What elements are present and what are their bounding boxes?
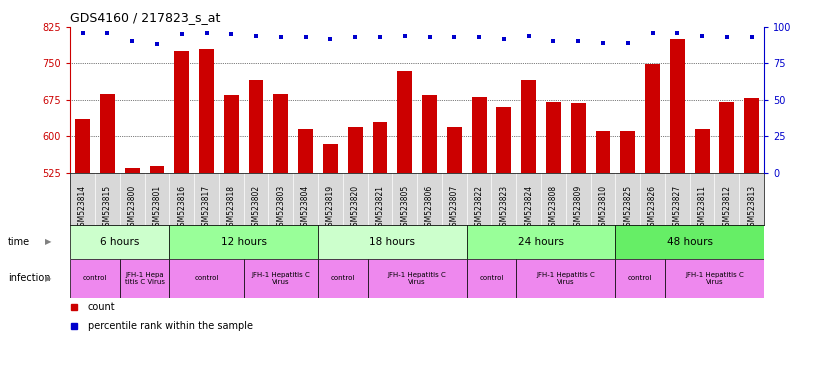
- Bar: [719, 102, 734, 173]
- Bar: [397, 71, 412, 173]
- Bar: [224, 95, 239, 173]
- Bar: [521, 80, 536, 173]
- Text: control: control: [479, 275, 504, 281]
- Bar: [244, 259, 318, 298]
- Text: control: control: [194, 275, 219, 281]
- Bar: [120, 259, 169, 298]
- Bar: [273, 94, 288, 173]
- Text: control: control: [628, 275, 653, 281]
- Bar: [744, 98, 759, 173]
- Bar: [125, 168, 140, 173]
- Text: percentile rank within the sample: percentile rank within the sample: [88, 321, 253, 331]
- Text: JFH-1 Hepatitis C
Virus: JFH-1 Hepatitis C Virus: [685, 272, 744, 285]
- Text: JFH-1 Hepatitis C
Virus: JFH-1 Hepatitis C Virus: [387, 272, 447, 285]
- Text: 12 hours: 12 hours: [221, 237, 267, 247]
- Bar: [615, 259, 665, 298]
- Bar: [70, 225, 169, 259]
- Bar: [100, 94, 115, 173]
- Bar: [323, 144, 338, 173]
- Bar: [368, 259, 467, 298]
- Text: JFH-1 Hepa
titis C Virus: JFH-1 Hepa titis C Virus: [125, 272, 164, 285]
- Text: ▶: ▶: [45, 237, 52, 247]
- Bar: [546, 102, 561, 173]
- Bar: [695, 129, 710, 173]
- Bar: [318, 259, 368, 298]
- Text: time: time: [8, 237, 31, 247]
- Bar: [174, 51, 189, 173]
- Bar: [169, 259, 244, 298]
- Bar: [571, 103, 586, 173]
- Bar: [318, 225, 467, 259]
- Bar: [596, 131, 610, 173]
- Bar: [298, 129, 313, 173]
- Text: 24 hours: 24 hours: [518, 237, 564, 247]
- Text: control: control: [83, 275, 107, 281]
- Bar: [516, 259, 615, 298]
- Bar: [422, 95, 437, 173]
- Text: 48 hours: 48 hours: [667, 237, 713, 247]
- Bar: [467, 225, 615, 259]
- Bar: [75, 119, 90, 173]
- Bar: [665, 259, 764, 298]
- Bar: [373, 122, 387, 173]
- Bar: [447, 127, 462, 173]
- Bar: [249, 80, 263, 173]
- Bar: [496, 107, 511, 173]
- Text: 18 hours: 18 hours: [369, 237, 415, 247]
- Text: ▶: ▶: [45, 274, 52, 283]
- Bar: [615, 225, 764, 259]
- Text: GDS4160 / 217823_s_at: GDS4160 / 217823_s_at: [70, 11, 221, 24]
- Bar: [467, 259, 516, 298]
- Text: count: count: [88, 302, 115, 312]
- Bar: [169, 225, 318, 259]
- Bar: [670, 39, 685, 173]
- Text: control: control: [330, 275, 355, 281]
- Text: infection: infection: [8, 273, 50, 283]
- Bar: [472, 98, 487, 173]
- Bar: [348, 127, 363, 173]
- Text: 6 hours: 6 hours: [100, 237, 140, 247]
- Bar: [645, 65, 660, 173]
- Bar: [620, 131, 635, 173]
- Text: JFH-1 Hepatitis C
Virus: JFH-1 Hepatitis C Virus: [251, 272, 311, 285]
- Text: JFH-1 Hepatitis C
Virus: JFH-1 Hepatitis C Virus: [536, 272, 596, 285]
- Bar: [150, 166, 164, 173]
- Bar: [70, 259, 120, 298]
- Bar: [199, 49, 214, 173]
